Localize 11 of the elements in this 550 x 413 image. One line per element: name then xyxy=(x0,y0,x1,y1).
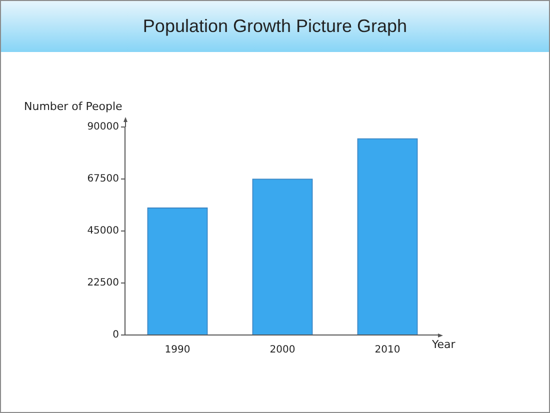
y-tick-label: 90000 xyxy=(87,122,119,133)
y-tick-label: 0 xyxy=(112,330,119,341)
y-tick-label: 22500 xyxy=(87,278,119,289)
y-tick-label: 67500 xyxy=(87,174,119,185)
chart-title: Population Growth Picture Graph xyxy=(142,15,408,37)
y-axis-title: Number of People xyxy=(24,100,123,113)
x-tick-label: 2010 xyxy=(374,344,400,356)
y-tick-label: 45000 xyxy=(87,226,119,237)
x-tick-label: 2000 xyxy=(270,344,296,356)
x-tick-label: 1990 xyxy=(164,344,190,356)
x-axis-title: Year xyxy=(431,338,456,351)
